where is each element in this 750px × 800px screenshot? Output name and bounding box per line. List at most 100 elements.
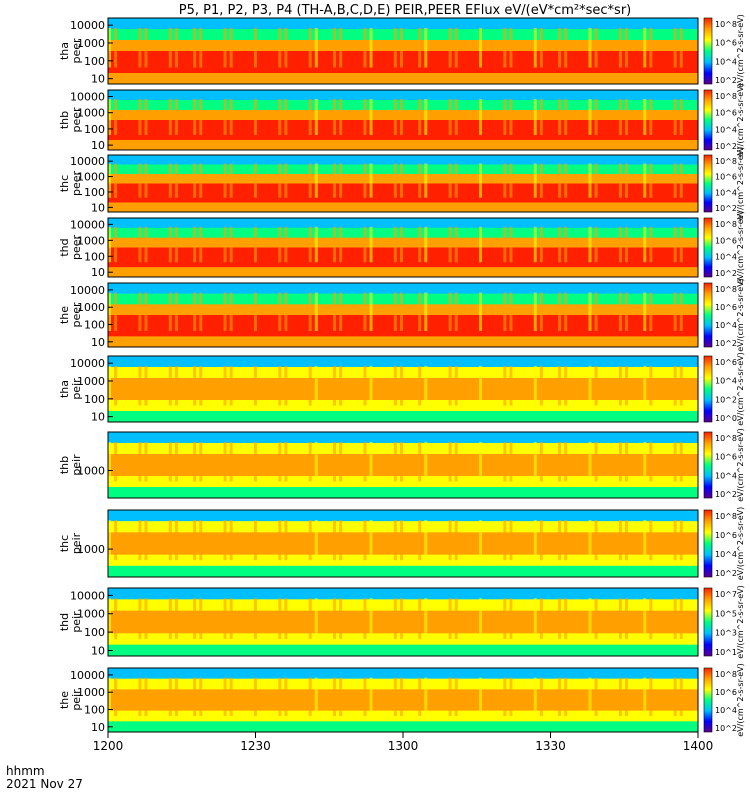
spectrogram-streak — [424, 99, 428, 135]
ytick-label: 100 — [84, 626, 105, 639]
spectrogram-streak — [399, 226, 403, 263]
panel-ylabel-instrument: peir — [70, 611, 83, 633]
spectrogram-streak — [223, 441, 227, 482]
spectrogram-streak — [564, 27, 568, 68]
spectrogram-streak — [539, 441, 543, 482]
spectrogram-streak — [363, 292, 367, 331]
spectrogram-streak — [673, 365, 677, 406]
spectrogram-band — [108, 689, 698, 701]
spectrogram-streak — [558, 520, 562, 561]
colorbar-label: eV/(cm^2-s-sr-eV) — [736, 147, 745, 220]
spectrogram-streak — [174, 598, 178, 639]
spectrogram-streak — [479, 163, 483, 198]
spectrogram-band — [108, 18, 698, 30]
spectrogram-streak — [333, 226, 337, 263]
spectrogram-streak — [308, 520, 312, 561]
spectrogram-streak — [138, 677, 142, 716]
spectrogram-streak — [539, 365, 543, 406]
spectrogram-streak — [223, 520, 227, 561]
spectrogram-band — [108, 644, 698, 657]
spectrogram-streak — [673, 226, 677, 263]
spectrogram-streak — [144, 163, 148, 198]
spectrogram-streak — [199, 226, 203, 263]
spectrogram-band — [108, 130, 698, 141]
panel-ylabel-probe: thd — [58, 613, 71, 631]
spectrogram-streak — [679, 677, 683, 716]
panel-frame — [107, 509, 699, 578]
ytick-label: 10 — [91, 644, 105, 657]
spectrogram-streak — [594, 441, 598, 482]
spectrogram-band — [108, 73, 698, 85]
spectrogram-streak — [308, 163, 312, 198]
spectrogram-streak — [679, 441, 683, 482]
spectrogram-band — [108, 622, 698, 634]
colorbar-tick-label: 10^2 — [715, 142, 737, 151]
spectrogram-streak — [594, 520, 598, 561]
time-ticks: 1200 1230 1300 1330 1400 — [93, 732, 713, 753]
time-axis-label: hhmm — [6, 764, 45, 778]
panel-thc-peer: thc peer 10000 1000 100 10 10^8 10^6 10^4 10^2 eV/… — [58, 147, 745, 220]
spectrogram-band — [108, 237, 698, 248]
spectrogram-streak — [308, 598, 312, 639]
spectrogram-streak — [333, 99, 337, 135]
spectrogram-streak — [418, 226, 422, 263]
spectrogram-streak — [393, 365, 397, 406]
spectrogram-streak — [625, 226, 629, 263]
spectrogram-streak — [108, 226, 111, 263]
spectrogram-streak — [479, 99, 483, 135]
spectrogram-streak — [199, 441, 203, 482]
spectrogram-streak — [314, 520, 318, 561]
spectrogram-streak — [399, 27, 403, 68]
ytick-label: 10000 — [70, 155, 105, 168]
ytick-label: 100 — [84, 250, 105, 263]
spectrogram-streak — [174, 365, 178, 406]
spectrogram-streak — [673, 598, 677, 639]
spectrogram-streak — [223, 163, 227, 198]
ytick-label: 100 — [84, 393, 105, 406]
spectrogram-band — [108, 267, 698, 278]
spectrogram-streak — [479, 292, 483, 331]
spectrogram-streak — [174, 99, 178, 135]
panel-ylabel-instrument: peir — [70, 689, 83, 711]
colorbar-label: eV/(cm^2-s-sr-eV) — [736, 507, 745, 580]
spectrogram-streak — [625, 292, 629, 331]
spectrogram-streak — [539, 520, 543, 561]
colorbar-tick-label: 10^1 — [715, 648, 737, 657]
spectrogram-streak — [454, 520, 458, 561]
colorbar-tick-label: 10^4 — [715, 188, 737, 197]
colorbar-tick-label: 10^2 — [715, 569, 737, 578]
spectrogram-streak — [229, 441, 233, 482]
spectrogram-streak — [114, 520, 118, 561]
spectrogram-streak — [673, 27, 677, 68]
spectrogram-streak — [339, 292, 343, 331]
colorbar-tick-label: 10^5 — [715, 609, 737, 618]
ytick-label: 10000 — [70, 90, 105, 103]
spectrogram-streak — [339, 598, 343, 639]
spectrogram-streak — [363, 163, 367, 198]
colorbar-tick-label: 10^6 — [715, 688, 737, 697]
spectrogram-band — [108, 543, 698, 556]
spectrogram-streak — [594, 292, 598, 331]
spectrogram-streak — [369, 292, 373, 331]
spectrogram-streak — [253, 292, 257, 331]
spectrogram-streak — [509, 27, 513, 68]
spectrogram-streak — [618, 27, 622, 68]
ytick-label: 100 — [84, 123, 105, 136]
spectrogram-streak — [588, 598, 592, 639]
spectrogram-streak — [539, 27, 543, 68]
spectrogram-streak — [539, 226, 543, 263]
spectrogram-streak — [314, 99, 318, 135]
spectrogram-streak — [114, 677, 118, 716]
spectrogram-streak — [558, 598, 562, 639]
spectrogram-band — [108, 90, 698, 101]
ytick-label: 10 — [91, 266, 105, 279]
ytick-label: 10 — [91, 721, 105, 734]
spectrogram-streak — [314, 598, 318, 639]
spectrogram-streak — [253, 365, 257, 406]
spectrogram-streak — [284, 163, 288, 198]
spectrogram-streak — [363, 226, 367, 263]
panel-frame — [107, 282, 699, 348]
spectrogram-band — [108, 164, 698, 175]
panel-thd-peir: thd peir 10000 1000 100 10 10^7 10^5 10^3 10^1 eV/… — [58, 585, 745, 658]
panel-thb-peer: thb peer 10000 1000 100 10 10^8 10^6 10^4 10^2 eV/… — [58, 83, 745, 156]
